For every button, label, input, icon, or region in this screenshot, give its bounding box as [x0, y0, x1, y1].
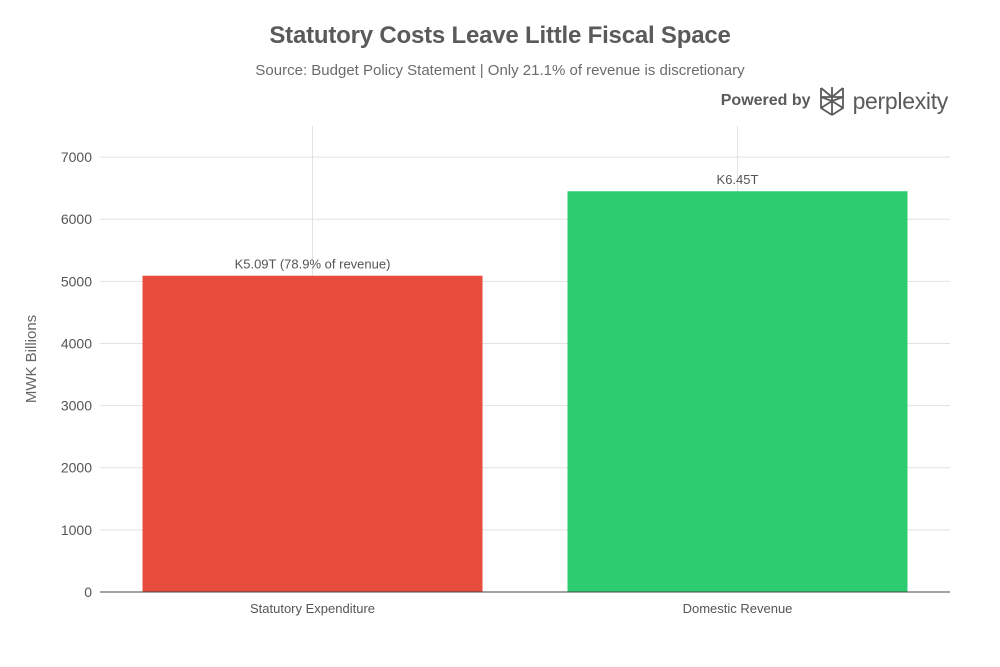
- powered-by-label: Powered by: [720, 92, 811, 109]
- bar-data-label: K6.45T: [717, 172, 759, 187]
- perplexity-wordmark: perplexity: [852, 87, 949, 114]
- labels-layer: K5.09T (78.9% of revenue) K6.45T: [235, 172, 759, 272]
- perplexity-logo-icon: [819, 87, 844, 116]
- chart-title: Statutory Costs Leave Little Fiscal Spac…: [269, 22, 731, 49]
- powered-by-branding: Powered by perplexity: [721, 84, 948, 118]
- y-tick-label: 4000: [61, 335, 92, 351]
- chart-subtitle: Source: Budget Policy Statement | Only 2…: [255, 62, 745, 79]
- bar-data-label: K5.09T (78.9% of revenue): [235, 257, 391, 272]
- y-tick-label: 0: [84, 584, 92, 600]
- x-tick-label: Statutory Expenditure: [250, 601, 375, 616]
- y-tick-label: 5000: [61, 273, 92, 289]
- y-tick-label: 3000: [61, 398, 92, 414]
- bar-statutory-expenditure: [142, 275, 483, 592]
- y-tick-label: 6000: [61, 211, 92, 227]
- x-tick-label: Domestic Revenue: [683, 601, 793, 616]
- bar-domestic-revenue: [567, 191, 908, 593]
- y-tick-label: 2000: [61, 460, 92, 476]
- y-tick-label: 1000: [61, 522, 92, 538]
- y-tick-label: 7000: [61, 149, 92, 165]
- bars-layer: [142, 191, 908, 593]
- axis-layer: 0 1000 2000 3000 4000 5000 6000 7000 Statutory E…: [23, 149, 950, 616]
- y-axis-title: MWK Billions: [23, 315, 40, 403]
